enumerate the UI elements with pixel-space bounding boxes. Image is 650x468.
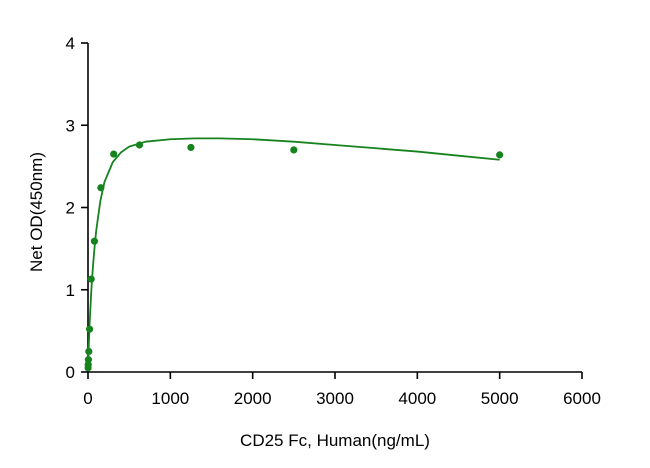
data-point (187, 143, 195, 152)
data-point (90, 237, 99, 245)
data-point (135, 141, 144, 149)
fit-curve (87, 137, 500, 371)
x-tick-label: 4000 (398, 389, 436, 408)
x-axis-ticks: 0 1000 2000 3000 4000 5000 6000 (83, 372, 601, 408)
y-axis-title: Net OD(450nm) (27, 152, 46, 272)
x-tick-label: 3000 (316, 389, 354, 408)
y-tick-label: 4 (66, 34, 75, 53)
data-point (110, 150, 118, 158)
axes (87, 43, 582, 373)
data-point (85, 347, 93, 356)
y-tick-label: 0 (66, 363, 75, 382)
y-axis-ticks: 0 1 2 3 4 (66, 34, 88, 382)
y-tick-label: 3 (66, 116, 75, 135)
data-point (86, 325, 94, 333)
data-point (97, 184, 105, 192)
x-tick-label: 1000 (151, 389, 189, 408)
x-tick-label: 5000 (481, 389, 519, 408)
data-point (496, 151, 504, 159)
x-tick-label: 0 (83, 389, 92, 408)
x-axis-title: CD25 Fc, Human(ng/mL) (240, 431, 430, 450)
data-point (87, 275, 95, 283)
x-tick-label: 6000 (563, 389, 601, 408)
y-tick-label: 1 (66, 281, 75, 300)
data-points (84, 141, 504, 372)
data-point (290, 146, 298, 154)
x-tick-label: 2000 (234, 389, 272, 408)
y-tick-label: 2 (66, 199, 75, 218)
data-point (84, 356, 93, 364)
